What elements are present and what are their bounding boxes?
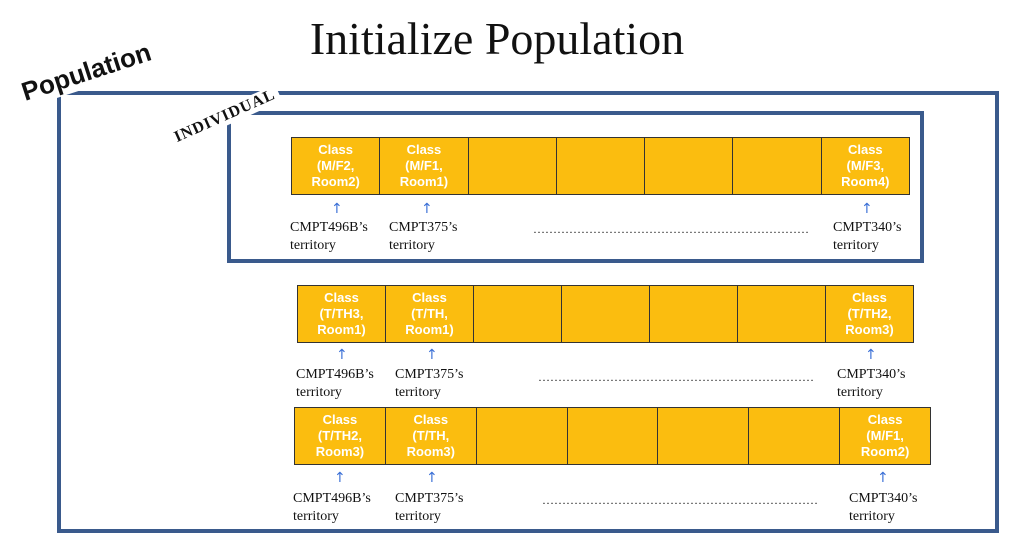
- gene-cell-empty: [562, 286, 650, 342]
- territory-label: CMPT340’s territory: [833, 220, 902, 253]
- arrow-up-icon: ↑: [334, 470, 346, 486]
- territory-label: CMPT496B’s territory: [296, 367, 374, 400]
- gene-cell-empty: [645, 138, 734, 194]
- chromosome-3: Class (T/TH2, Room3) Class (T/TH, Room3)…: [294, 407, 931, 465]
- gene-cell: Class (M/F1, Room1): [380, 138, 469, 194]
- individual-frame: [227, 111, 924, 263]
- arrow-up-icon: ↑: [331, 201, 343, 217]
- territory-label: CMPT340’s territory: [837, 367, 906, 400]
- chromosome-1: Class (M/F2, Room2) Class (M/F1, Room1) …: [291, 137, 910, 195]
- gene-cell: Class (M/F3, Room4): [821, 138, 909, 194]
- gene-cell: Class (T/TH2, Room3): [295, 408, 386, 464]
- page-title: Initialize Population: [309, 13, 685, 64]
- arrow-up-icon: ↑: [877, 470, 889, 486]
- arrow-up-icon: ↑: [421, 201, 433, 217]
- gene-cell-empty: [474, 286, 562, 342]
- gene-cell-empty: [556, 138, 646, 194]
- chromosome-2: Class (T/TH3, Room1) Class (T/TH, Room1)…: [297, 285, 914, 343]
- gene-cell-empty: [733, 138, 822, 194]
- gene-cell: Class (T/TH, Room3): [385, 408, 477, 464]
- arrow-up-icon: ↑: [865, 347, 877, 363]
- arrow-up-icon: ↑: [861, 201, 873, 217]
- gene-cell: Class (M/F2, Room2): [292, 138, 381, 194]
- gene-cell-empty: [738, 286, 826, 342]
- population-frame: [57, 91, 999, 533]
- ellipsis: ……………………………………………………………: [538, 370, 814, 384]
- gene-cell-empty: [658, 408, 750, 464]
- ellipsis: ……………………………………………………………: [533, 222, 809, 236]
- territory-label: CMPT375’s territory: [395, 491, 464, 524]
- gene-cell-empty: [567, 408, 659, 464]
- gene-cell-empty: [749, 408, 841, 464]
- gene-cell: Class (M/F1, Room2): [840, 408, 931, 464]
- gene-cell-empty: [650, 286, 738, 342]
- territory-label: CMPT375’s territory: [395, 367, 464, 400]
- gene-cell: Class (T/TH, Room1): [386, 286, 474, 342]
- territory-label: CMPT496B’s territory: [290, 220, 368, 253]
- territory-label: CMPT496B’s territory: [293, 491, 371, 524]
- arrow-up-icon: ↑: [336, 347, 348, 363]
- ellipsis: ……………………………………………………………: [542, 493, 818, 507]
- territory-label: CMPT340’s territory: [849, 491, 918, 524]
- gene-cell: Class (T/TH2, Room3): [826, 286, 913, 342]
- arrow-up-icon: ↑: [426, 470, 438, 486]
- gene-cell-empty: [468, 138, 557, 194]
- gene-cell-empty: [476, 408, 568, 464]
- territory-label: CMPT375’s territory: [389, 220, 458, 253]
- gene-cell: Class (T/TH3, Room1): [298, 286, 386, 342]
- arrow-up-icon: ↑: [426, 347, 438, 363]
